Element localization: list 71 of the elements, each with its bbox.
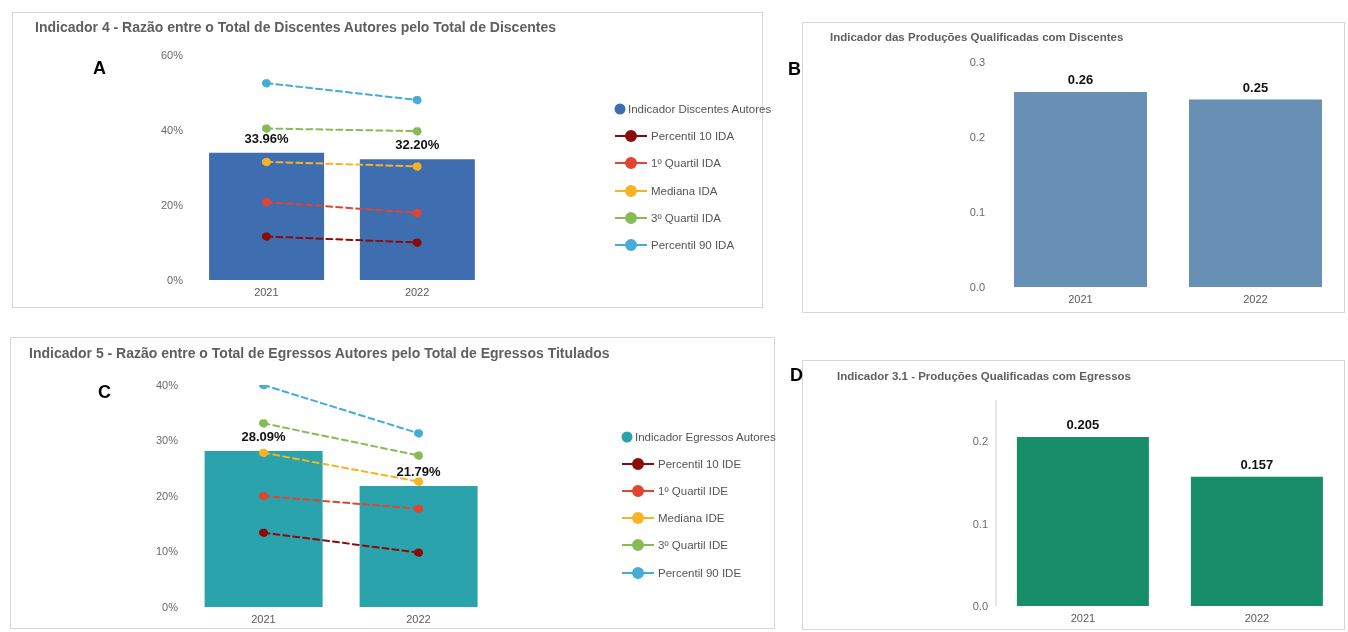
y-tick-label: 0.1 [969, 205, 985, 218]
legend-label: Indicador Egressos Autores [635, 430, 776, 443]
chart-title: Indicador 3.1 - Produções Qualificadas com Egressos [837, 369, 1131, 384]
point [261, 232, 271, 241]
data-label: 28.09% [241, 429, 286, 445]
y-tick-label: 0.2 [969, 130, 985, 143]
point [413, 450, 423, 460]
y-tick-label: 20% [160, 198, 183, 211]
legend-label: Percentil 10 IDE [658, 457, 742, 470]
point [412, 208, 422, 218]
data-label: 32.20% [394, 137, 440, 153]
text: D [790, 364, 803, 386]
y-tick-label: 0.0 [972, 599, 988, 612]
legend-label: Percentil 90 IDE [658, 566, 742, 579]
legend-label: 1º Quartil IDE [658, 484, 729, 497]
x-tick-label: 2021 [1067, 292, 1093, 305]
y-tick-label: 40% [155, 378, 178, 391]
legend-label: Percentil 10 IDA [651, 129, 735, 142]
point [413, 548, 423, 558]
y-tick-label: 0% [161, 600, 178, 613]
legend-label: Mediana IDA [651, 184, 718, 197]
chart-title: Indicador das Produções Qualificadas com Discentes [830, 30, 1124, 45]
legend-label: Mediana IDE [658, 512, 725, 525]
point [261, 157, 271, 167]
text: C [98, 381, 111, 403]
chart-title: Indicador 5 - Razão entre o Total de Egressos Autores pelo Total de Egressos Titulados [29, 344, 610, 362]
point [413, 428, 423, 438]
x-tick-label: 2022 [1242, 292, 1268, 305]
point [412, 238, 422, 247]
point [413, 504, 423, 514]
x-tick-label: 2022 [405, 612, 431, 625]
x-tick-label: 2021 [253, 285, 279, 298]
x-tick-label: 2021 [1070, 611, 1096, 624]
x-tick-label: 2021 [250, 612, 276, 625]
data-label: 0.26 [1067, 72, 1093, 87]
y-tick-label: 40% [160, 123, 183, 136]
y-tick-label: 0.0 [969, 280, 985, 293]
data-label: 21.79% [396, 464, 441, 480]
point [258, 528, 268, 538]
data-label: 33.96% [244, 130, 289, 146]
y-tick-label: 30% [155, 434, 178, 447]
point [412, 161, 422, 171]
y-tick-label: 0% [166, 273, 183, 286]
y-tick-label: 60% [160, 48, 183, 61]
data-label: 0.25 [1242, 79, 1268, 95]
point [413, 477, 423, 487]
point [412, 95, 422, 105]
point [261, 78, 271, 88]
x-tick-label: 2022 [404, 285, 429, 298]
y-tick-label: 0.1 [972, 517, 988, 530]
legend-label: Indicador Discentes Autores [628, 102, 772, 115]
point [258, 418, 268, 428]
point [412, 126, 422, 136]
y-tick-label: 10% [155, 545, 178, 558]
y-tick-label: 20% [155, 489, 178, 502]
chart-title: Indicador 4 - Razão entre o Total de Discentes Autores pelo Total de Discentes [35, 18, 556, 36]
legend-label: 1º Quartil IDA [651, 157, 722, 170]
y-tick-label: 0.3 [969, 55, 985, 68]
legend-label: 3º Quartil IDE [658, 539, 729, 552]
point [261, 124, 271, 133]
point [258, 491, 268, 501]
data-label: 0.205 [1066, 417, 1100, 433]
point [258, 448, 268, 458]
legend-label: 3º Quartil IDA [651, 211, 722, 224]
data-label: 0.157 [1240, 456, 1274, 472]
y-tick-label: 0.2 [972, 435, 988, 448]
text: A [93, 57, 106, 79]
point [261, 197, 271, 207]
x-tick-label: 2022 [1244, 611, 1270, 624]
legend-label: Percentil 90 IDA [651, 239, 735, 252]
text: B [788, 58, 801, 80]
